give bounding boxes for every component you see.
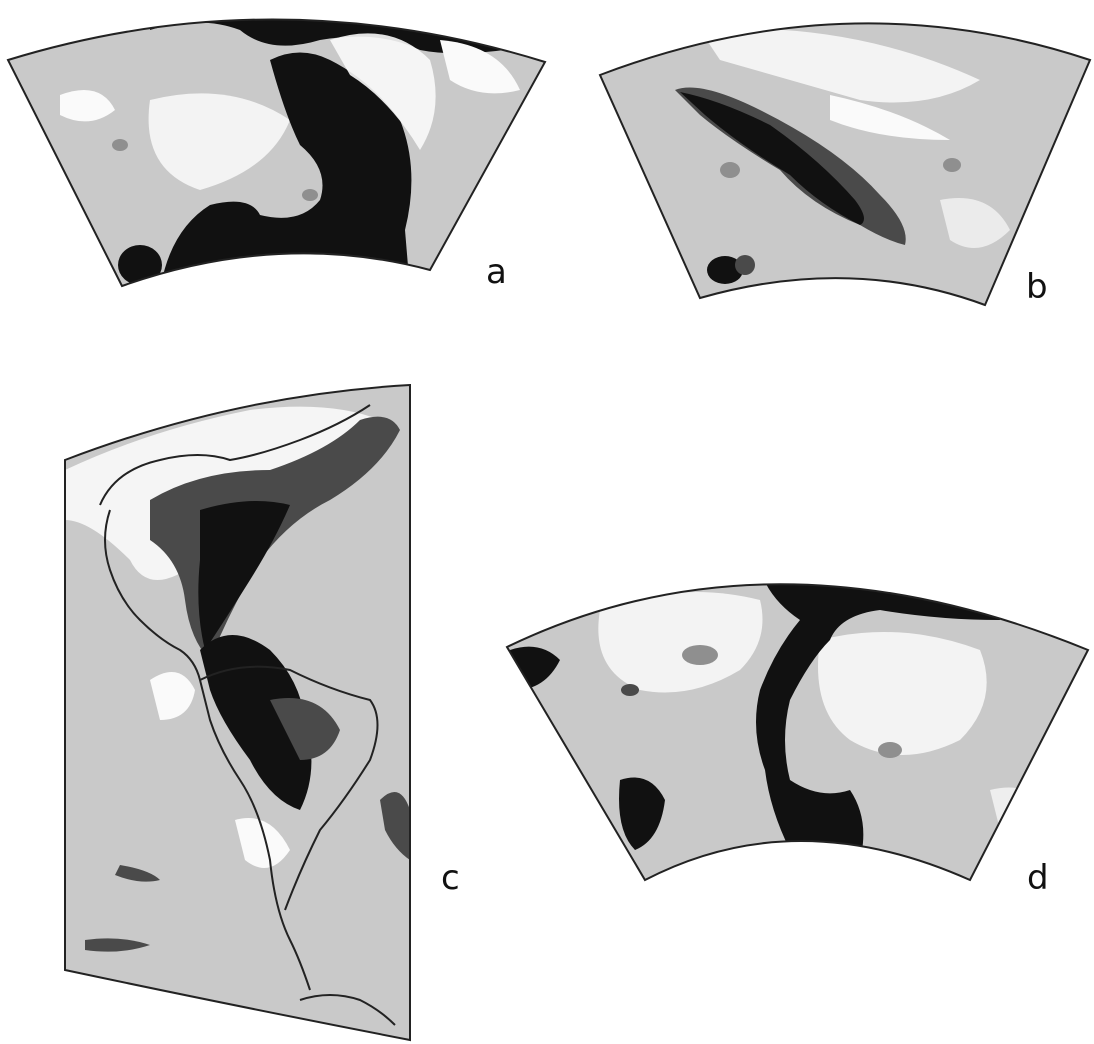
panel-d-dark-spot <box>682 645 718 665</box>
panel-d-dark-band <box>756 584 1000 860</box>
panel-c-outline <box>64 383 411 1042</box>
panel-c-coastline <box>299 994 396 1026</box>
panel-d-dark-band <box>619 777 665 850</box>
panel-c-coastline <box>99 404 371 991</box>
panel-c-map <box>64 383 411 1042</box>
panel-label-b: b <box>1026 267 1048 307</box>
panel-b-dark-spot <box>943 158 961 172</box>
panel-d-light-patch <box>818 632 987 755</box>
panel-d-dark-spot <box>878 742 902 758</box>
panel-a-light-patch <box>148 93 290 190</box>
panel-a-outline <box>6 18 547 288</box>
panel-c-dark-band <box>115 865 160 882</box>
panel-a-dark-band <box>160 52 412 286</box>
panel-a-map <box>6 18 547 288</box>
panel-d-outline <box>505 583 1090 882</box>
panel-c-dark-band <box>270 698 340 760</box>
panel-b-dark-spot <box>720 162 740 178</box>
panel-a-light-patch <box>60 90 115 122</box>
panel-c-dark-band <box>200 635 312 810</box>
panel-b-dark-spot <box>735 255 755 275</box>
panel-d-light-patch <box>990 787 1050 833</box>
panel-b-dark-spot <box>707 256 743 284</box>
panel-a-dark-spot <box>302 189 318 201</box>
panel-b-map <box>598 22 1092 307</box>
panel-a-dark-spot <box>112 139 128 151</box>
panel-b-light-patch <box>700 28 980 103</box>
panel-a-light-patch <box>330 33 436 151</box>
panel-a-light-patch <box>440 40 520 94</box>
panel-c-dark-band <box>380 792 410 860</box>
panel-b-outline <box>598 22 1092 307</box>
panel-a-dark-spot <box>118 245 162 285</box>
panel-c-dark-band <box>85 938 150 952</box>
panel-label-a: a <box>486 252 507 292</box>
panel-label-c: c <box>441 858 460 898</box>
panel-c-dark-band <box>198 501 290 650</box>
panel-d-dark-spot <box>621 684 639 696</box>
panel-b-light-patch <box>940 198 1010 248</box>
panel-b-light-patch <box>830 95 950 140</box>
panel-label-d: d <box>1027 858 1049 898</box>
panel-d-light-patch <box>598 592 763 693</box>
panel-b-dark-band <box>680 92 864 225</box>
panel-c-coastline <box>199 665 379 911</box>
panel-d-map <box>505 583 1090 882</box>
panel-c-light-patch <box>150 672 195 720</box>
panel-c-light-patch <box>235 818 290 868</box>
